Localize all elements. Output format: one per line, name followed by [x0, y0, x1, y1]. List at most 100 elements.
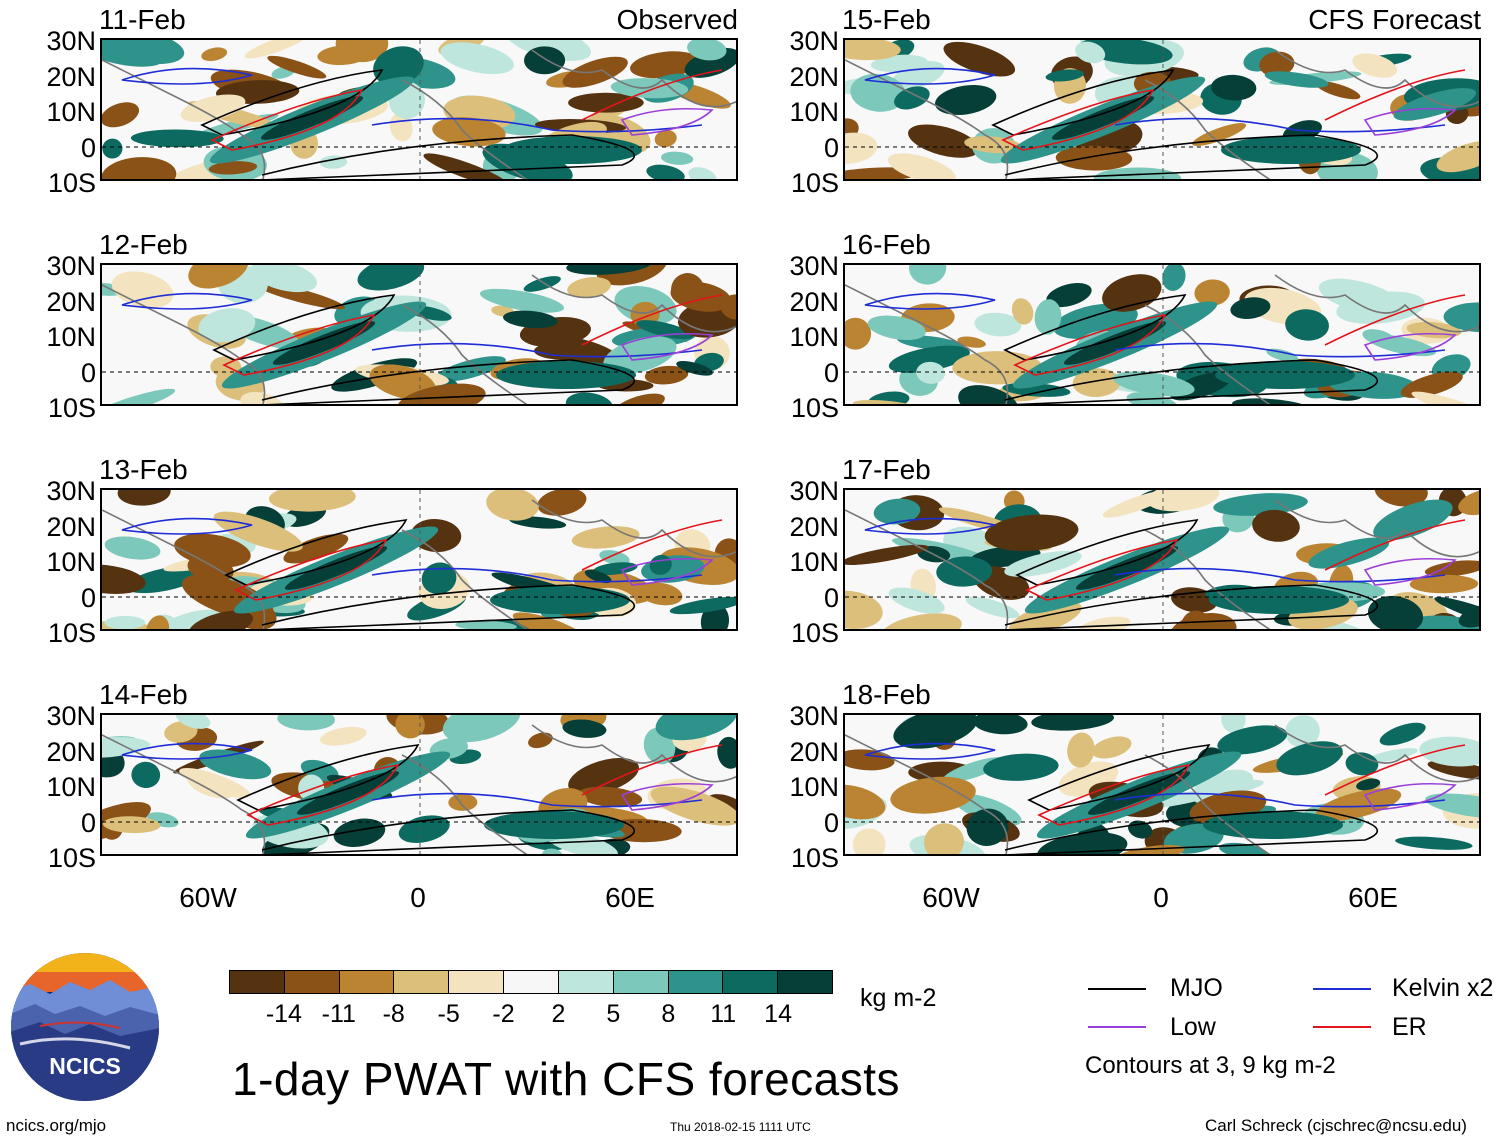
low-contour	[620, 558, 714, 586]
latitude-label: 10N	[789, 547, 839, 577]
colorbar-cell	[230, 971, 285, 993]
kelvin-contour	[1114, 792, 1446, 808]
coastline	[1274, 499, 1479, 558]
latitude-label: 20N	[46, 511, 96, 542]
low-contour	[620, 783, 714, 811]
er-contour	[246, 763, 400, 826]
latitude-label: 30N	[46, 701, 96, 731]
colorbar-tick-label: 8	[661, 1000, 676, 1028]
latitude-label: 30N	[789, 251, 839, 281]
kelvin-contour	[1114, 567, 1446, 583]
mjo-contour	[1027, 744, 1211, 811]
colorbar-cell	[778, 971, 832, 993]
er-contour	[581, 519, 723, 571]
pwat-map-17-feb	[843, 488, 1481, 631]
legend-er-line	[1313, 1026, 1371, 1028]
latitude-label: 10S	[47, 393, 96, 423]
coastline	[1144, 79, 1271, 179]
coastline	[1274, 49, 1479, 108]
coastline	[102, 284, 266, 404]
coastline	[845, 59, 1009, 179]
latitude-label: 10S	[790, 393, 839, 423]
colorbar-cell	[394, 971, 450, 993]
ncics-logo: NCICS	[11, 953, 159, 1101]
pwat-map-15-feb	[843, 38, 1481, 181]
mjo-contour	[261, 809, 635, 854]
mjo-contour	[261, 134, 635, 179]
low-contour	[1363, 783, 1457, 811]
kelvin-contour	[121, 67, 253, 85]
coastline	[102, 734, 266, 854]
legend-low-label: Low	[1170, 1013, 1216, 1041]
latitude-label: 30N	[46, 476, 96, 506]
colorbar-tick-label: -14	[265, 1000, 302, 1028]
latitude-label: 20N	[789, 511, 839, 542]
colorbar-cell	[668, 971, 724, 993]
mjo-contour	[212, 294, 396, 361]
kelvin-contour	[121, 742, 253, 760]
mjo-contour	[224, 519, 408, 586]
longitude-label: 0	[1153, 882, 1169, 913]
latitude-label: 30N	[789, 701, 839, 731]
legend-kelvin-line	[1313, 988, 1371, 990]
colorbar-cell	[558, 971, 614, 993]
latitude-label: 0	[80, 357, 96, 388]
latitude-label: 10N	[46, 772, 96, 802]
colorbar	[229, 970, 833, 994]
latitude-label: 10N	[789, 322, 839, 352]
pwat-map-12-feb	[100, 263, 738, 406]
panel-date-label: 17-Feb	[842, 454, 931, 485]
colorbar-tick-label: -2	[492, 1000, 515, 1028]
coastline	[102, 509, 266, 629]
latitude-label: 0	[823, 357, 839, 388]
er-contour	[210, 88, 364, 151]
contour-note: Contours at 3, 9 kg m-2	[1085, 1052, 1336, 1079]
latitude-label: 20N	[46, 286, 96, 317]
latitude-label: 30N	[789, 26, 839, 56]
longitude-label: 60E	[605, 882, 655, 913]
coastline	[845, 734, 1009, 854]
coastline	[531, 724, 736, 783]
footer-website[interactable]: ncics.org/mjo	[6, 1116, 107, 1135]
latitude-label: 0	[80, 582, 96, 613]
latitude-label: 0	[823, 807, 839, 838]
colorbar-tick-label: -11	[321, 1000, 356, 1028]
colorbar-tick-label: -5	[437, 1000, 460, 1028]
colorbar-units: kg m-2	[860, 984, 937, 1012]
panel-date-label: 14-Feb	[99, 679, 188, 710]
latitude-label: 30N	[789, 476, 839, 506]
mjo-contour	[991, 69, 1175, 136]
mjo-contour	[261, 359, 635, 404]
er-contour	[1324, 69, 1466, 121]
kelvin-contour	[121, 517, 253, 535]
legend-low-line	[1088, 1026, 1146, 1028]
mjo-contour	[1003, 294, 1187, 361]
legend-kelvin-label: Kelvin x2	[1392, 974, 1494, 1002]
mjo-contour	[1004, 584, 1378, 629]
latitude-label: 0	[823, 582, 839, 613]
kelvin-contour	[864, 292, 996, 310]
pwat-map-14-feb	[100, 713, 738, 856]
latitude-label: 20N	[46, 61, 96, 92]
colorbar-tick-label: -8	[382, 1000, 405, 1028]
mjo-contour	[261, 584, 635, 629]
kelvin-contour	[121, 292, 253, 310]
colorbar-cell	[504, 971, 559, 993]
panel-date-label: 12-Feb	[99, 229, 188, 260]
mjo-contour	[1004, 359, 1378, 404]
latitude-label: 30N	[46, 26, 96, 56]
low-contour	[1363, 558, 1457, 586]
longitude-label: 60W	[922, 882, 980, 913]
er-contour	[581, 294, 723, 346]
er-contour	[1037, 763, 1191, 826]
coastline	[845, 284, 1009, 404]
colorbar-cell	[723, 971, 779, 993]
pwat-map-16-feb	[843, 263, 1481, 406]
latitude-label: 0	[80, 132, 96, 163]
panel-date-label: 13-Feb	[99, 454, 188, 485]
latitude-label: 0	[80, 807, 96, 838]
kelvin-contour	[371, 567, 703, 583]
colorbar-tick-label: 2	[551, 1000, 566, 1028]
footer-credit: Carl Schreck (cjschrec@ncsu.edu)	[1205, 1116, 1467, 1135]
colorbar-tick-label: 5	[606, 1000, 621, 1028]
